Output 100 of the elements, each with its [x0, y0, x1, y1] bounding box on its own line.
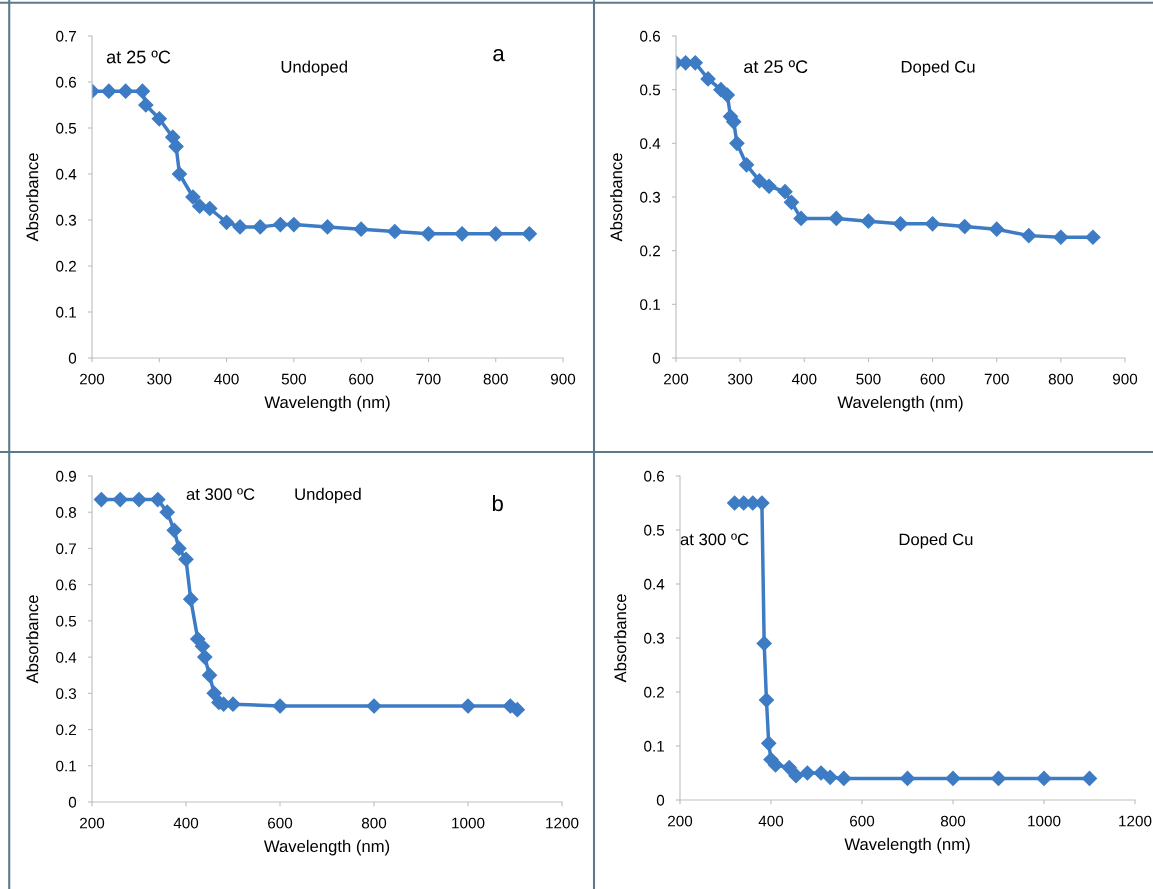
- point: [788, 768, 804, 784]
- point: [319, 219, 336, 235]
- y-tick-label: 0.9: [56, 470, 76, 482]
- x-tick-label: 400: [758, 815, 784, 827]
- point: [171, 540, 187, 557]
- point: [387, 223, 403, 240]
- point: [925, 216, 941, 232]
- x-tick-label: 300: [727, 373, 753, 385]
- x-axis-title: Wavelength (nm): [844, 837, 970, 854]
- point: [899, 770, 916, 786]
- annotation: Doped Cu: [901, 60, 975, 76]
- point: [112, 491, 128, 508]
- x-tick-label: 1200: [1119, 815, 1152, 827]
- y-tick-label: 0.5: [56, 122, 77, 134]
- annotation: at 25 ºC: [744, 60, 808, 74]
- y-tick-label: 0.5: [644, 524, 665, 536]
- point: [252, 219, 268, 235]
- x-tick-label: 300: [147, 373, 172, 385]
- x-tick-label: 700: [984, 373, 1009, 385]
- point: [134, 83, 151, 99]
- annotation: at 25 ºC: [106, 50, 171, 64]
- y-tick-label: 0.3: [56, 214, 77, 226]
- y-tick-label: 0.8: [56, 507, 77, 518]
- annotation: Undoped: [295, 487, 361, 504]
- point: [366, 698, 382, 714]
- y-tick-label: 0.6: [56, 579, 77, 591]
- point: [488, 226, 504, 242]
- point: [719, 87, 735, 103]
- x-tick-label: 400: [173, 817, 199, 829]
- point: [989, 221, 1005, 237]
- x-tick-label: 900: [1112, 373, 1138, 385]
- y-tick-label: 0.1: [640, 299, 660, 311]
- annotation: at 300 ºC: [680, 533, 749, 546]
- point: [822, 769, 838, 785]
- point: [783, 194, 800, 210]
- x-tick-label: 800: [940, 815, 966, 827]
- y-axis-title: Absorbance: [26, 595, 39, 684]
- y-tick-label: 0: [68, 352, 77, 364]
- x-axis-title: Wavelength (nm): [263, 839, 390, 856]
- point: [93, 491, 109, 508]
- point: [521, 226, 537, 242]
- x-tick-label: 900: [550, 373, 576, 385]
- point: [460, 698, 476, 714]
- y-tick-label: 0.2: [644, 686, 664, 698]
- point: [183, 591, 199, 607]
- point: [151, 111, 167, 127]
- x-tick-label: 500: [856, 373, 881, 385]
- point: [756, 635, 772, 651]
- y-tick-label: 0: [652, 352, 661, 364]
- annotation: at 300 ºC: [186, 488, 255, 501]
- y-tick-label: 0.7: [56, 30, 76, 42]
- x-tick-label: 600: [268, 817, 293, 829]
- point: [159, 504, 175, 520]
- point: [799, 765, 815, 781]
- point: [767, 757, 784, 773]
- x-tick-label: 200: [664, 373, 689, 385]
- point: [131, 491, 147, 508]
- y-tick-label: 0.1: [56, 760, 76, 772]
- point: [201, 667, 218, 683]
- y-tick-label: 0.5: [640, 84, 661, 96]
- x-tick-label: 500: [281, 373, 307, 385]
- point: [957, 218, 973, 235]
- y-tick-label: 0: [68, 796, 77, 808]
- y-tick-label: 0.7: [56, 543, 76, 555]
- y-tick-label: 0: [656, 794, 665, 806]
- y-tick-label: 0.1: [56, 306, 76, 318]
- point: [1085, 229, 1101, 245]
- y-tick-label: 0.2: [56, 724, 76, 736]
- point: [150, 491, 166, 508]
- point: [185, 189, 201, 205]
- x-tick-label: 200: [80, 373, 105, 385]
- y-tick-label: 0.4: [56, 651, 77, 663]
- point: [990, 770, 1007, 786]
- x-tick-label: 800: [361, 817, 387, 829]
- point: [729, 135, 745, 151]
- x-tick-label: 200: [80, 817, 105, 829]
- y-tick-label: 0.4: [56, 168, 77, 180]
- point: [420, 226, 436, 242]
- point: [738, 157, 755, 173]
- point: [178, 551, 194, 567]
- point: [272, 698, 288, 714]
- y-axis-title: Absorbance: [614, 594, 627, 683]
- point: [171, 166, 188, 182]
- point: [353, 221, 369, 237]
- point: [101, 83, 117, 99]
- point: [761, 178, 777, 194]
- annotation: Doped Cu: [899, 533, 973, 549]
- x-tick-label: 600: [850, 815, 875, 827]
- point: [758, 692, 775, 708]
- x-tick-label: 800: [483, 373, 508, 385]
- x-tick-label: 600: [349, 373, 374, 385]
- point: [751, 173, 767, 189]
- point: [168, 138, 184, 154]
- point: [286, 217, 302, 233]
- point: [1036, 770, 1052, 786]
- y-tick-label: 0.4: [640, 138, 661, 150]
- annotation: b: [492, 494, 503, 512]
- x-tick-label: 600: [920, 373, 945, 385]
- point: [232, 219, 248, 235]
- point: [781, 760, 797, 776]
